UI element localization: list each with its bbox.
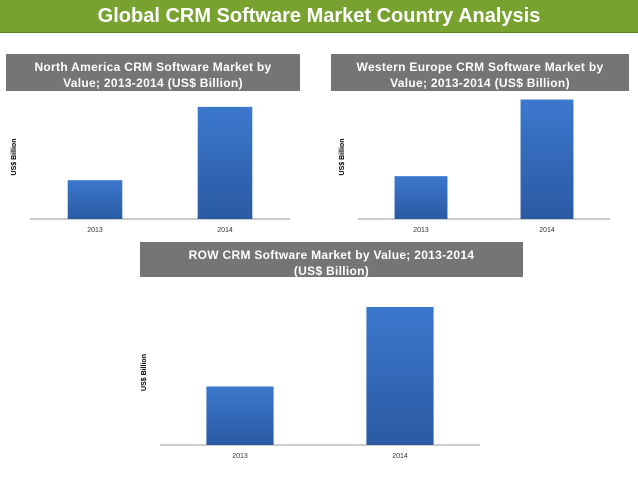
chart-title-line2: Value; 2013-2014 (US$ Billion) xyxy=(390,76,570,90)
x-tick-label: 2013 xyxy=(413,227,429,234)
chart-title-line1: North America CRM Software Market by xyxy=(34,60,272,74)
chart-row: 2013 2014 US$ Billion xyxy=(141,306,480,460)
y-axis-label: US$ Billion xyxy=(11,139,18,176)
page-title: Global CRM Software Market Country Analy… xyxy=(0,0,638,33)
x-tick-label: 2013 xyxy=(232,453,248,460)
bar-2014 xyxy=(197,106,253,219)
chart-title-north-america: North America CRM Software Market by Val… xyxy=(6,54,300,91)
bar-2013 xyxy=(394,176,448,219)
bar-2013 xyxy=(206,386,274,445)
bar-2014 xyxy=(520,99,574,219)
x-tick-label: 2014 xyxy=(392,453,408,460)
x-tick-label: 2013 xyxy=(87,227,103,234)
bar-2013 xyxy=(67,180,123,219)
x-tick-label: 2014 xyxy=(539,227,555,234)
chart-title-line2: Value; 2013-2014 (US$ Billion) xyxy=(63,76,243,90)
y-axis-label: US$ Billion xyxy=(141,354,148,391)
chart-title-line1: ROW CRM Software Market by Value; 2013-2… xyxy=(188,248,475,262)
bar-2014 xyxy=(366,306,434,445)
x-tick-label: 2014 xyxy=(217,227,233,234)
y-axis-label: US$ Billion xyxy=(339,139,346,176)
chart-title-line1: Western Europe CRM Software Market by xyxy=(356,60,604,74)
chart-title-line2: (US$ Billion) xyxy=(293,264,370,278)
chart-north-america: 2013 2014 US$ Billion xyxy=(11,106,290,234)
chart-western-europe: 2013 2014 US$ Billion xyxy=(339,99,610,234)
chart-title-western-europe: Western Europe CRM Software Market by Va… xyxy=(331,54,629,91)
chart-title-row: ROW CRM Software Market by Value; 2013-2… xyxy=(140,242,523,278)
